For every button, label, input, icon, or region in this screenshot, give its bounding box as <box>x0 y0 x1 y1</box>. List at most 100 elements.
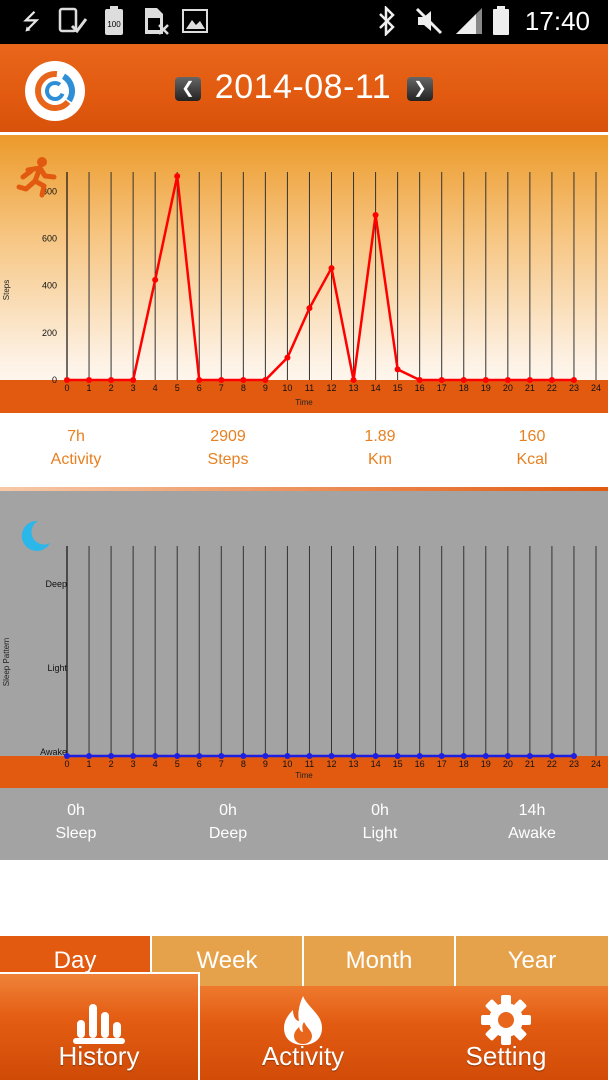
stat-label: Kcal <box>516 451 548 468</box>
x-tick-label: 23 <box>569 759 579 769</box>
stat-value: 0h <box>67 802 85 819</box>
nav-history-button[interactable]: History <box>0 972 200 1080</box>
data-point <box>152 276 159 283</box>
x-tick-label: 15 <box>393 759 403 769</box>
image-icon <box>182 9 208 40</box>
usb-icon: ⭍ <box>22 9 41 34</box>
y-category-label: Light <box>47 663 67 673</box>
sleep-axis-band <box>0 756 608 788</box>
data-point <box>570 753 577 759</box>
mute-icon <box>414 6 444 43</box>
stat-steps: 2909 Steps <box>152 425 304 471</box>
x-tick-label: 8 <box>241 759 246 769</box>
bluetooth-icon <box>376 4 398 43</box>
data-point <box>218 377 225 383</box>
x-tick-label: 23 <box>569 383 579 393</box>
x-tick-label: 13 <box>349 759 359 769</box>
x-tick-label: 17 <box>437 759 447 769</box>
stat-sleep: 0h Sleep <box>0 799 152 845</box>
nav-setting-label: Setting <box>465 1041 547 1071</box>
data-point <box>196 377 203 383</box>
data-point <box>174 173 181 180</box>
previous-date-button[interactable]: ❮ <box>175 77 201 101</box>
data-point <box>394 366 401 373</box>
data-point <box>262 377 269 383</box>
sleep-chart: Awake Light Deep 0 1 2 3 4 5 6 7 8 9 10 11 12 13 14 15 16 1… <box>0 491 608 788</box>
status-bar: ⭍ 100 17:40 <box>0 0 608 44</box>
gear-icon <box>481 995 531 1045</box>
stat-label: Steps <box>207 451 249 468</box>
y-tick-label: 600 <box>42 234 57 244</box>
activity-x-axis-label: Time <box>295 398 313 407</box>
x-tick-label: 11 <box>305 759 314 769</box>
data-point <box>240 377 247 383</box>
stat-value: 14h <box>518 802 546 819</box>
data-point <box>438 377 445 383</box>
section-divider <box>0 487 608 492</box>
x-tick-label: 2 <box>109 383 114 393</box>
nav-activity-button[interactable]: Activity <box>202 986 404 1080</box>
y-tick-label: 800 <box>42 186 57 196</box>
x-tick-label: 10 <box>282 383 292 393</box>
x-tick-label: 14 <box>371 383 381 393</box>
y-category-label: Deep <box>45 579 67 589</box>
stat-value: 2909 <box>210 428 246 445</box>
data-point <box>526 377 533 383</box>
x-tick-label: 3 <box>131 759 136 769</box>
x-tick-label: 9 <box>263 759 268 769</box>
x-tick-label: 11 <box>305 383 314 393</box>
x-tick-label: 16 <box>415 383 425 393</box>
data-point <box>64 753 70 759</box>
next-date-button[interactable]: ❯ <box>407 77 433 101</box>
x-tick-label: 7 <box>219 759 224 769</box>
bar-chart-icon <box>73 1004 125 1044</box>
x-tick-label: 12 <box>326 759 336 769</box>
sim-off-icon <box>142 6 170 43</box>
x-tick-label: 15 <box>393 383 403 393</box>
x-tick-label: 5 <box>175 383 180 393</box>
stat-awake: 14h Awake <box>456 799 608 845</box>
x-tick-label: 13 <box>349 383 359 393</box>
data-point <box>130 753 137 759</box>
data-point <box>152 753 159 759</box>
x-tick-label: 16 <box>415 759 425 769</box>
moon-icon <box>21 520 50 551</box>
data-point <box>86 753 93 759</box>
svg-text:100: 100 <box>107 20 121 29</box>
tab-month[interactable]: Month <box>302 936 454 986</box>
data-point <box>416 753 423 759</box>
data-point <box>548 753 555 759</box>
sleep-y-axis-label: Sleep Pattern <box>2 638 11 686</box>
data-point <box>350 753 357 759</box>
data-point <box>86 377 93 383</box>
device-check-icon <box>58 6 88 43</box>
x-tick-label: 14 <box>371 759 381 769</box>
x-tick-label: 21 <box>525 759 535 769</box>
stat-light: 0h Light <box>304 799 456 845</box>
x-tick-label: 12 <box>326 383 336 393</box>
stat-label: Awake <box>508 825 556 842</box>
battery-icon: 100 <box>104 6 124 43</box>
data-point <box>218 753 225 759</box>
app-logo[interactable] <box>25 61 85 121</box>
runner-icon <box>16 157 57 198</box>
y-tick-label: 0 <box>52 375 57 385</box>
activity-summary: 7h Activity 2909 Steps 1.89 Km 160 Kcal <box>0 413 608 488</box>
stat-value: 0h <box>371 802 389 819</box>
stat-deep: 0h Deep <box>152 799 304 845</box>
stat-kcal: 160 Kcal <box>456 425 608 471</box>
x-tick-label: 10 <box>282 759 292 769</box>
activity-axis-band <box>0 380 608 416</box>
data-point <box>108 377 115 383</box>
x-tick-label: 8 <box>241 383 246 393</box>
x-tick-label: 21 <box>525 383 535 393</box>
nav-setting-button[interactable]: Setting <box>404 986 608 1080</box>
data-point <box>262 753 269 759</box>
tab-year[interactable]: Year <box>454 936 608 986</box>
data-point <box>460 753 467 759</box>
stat-value: 1.89 <box>364 428 396 445</box>
data-point <box>240 753 247 759</box>
data-point <box>328 265 335 272</box>
sleep-summary: 0h Sleep 0h Deep 0h Light 14h Awake <box>0 788 608 860</box>
current-date: 2014-08-11 <box>214 68 392 106</box>
